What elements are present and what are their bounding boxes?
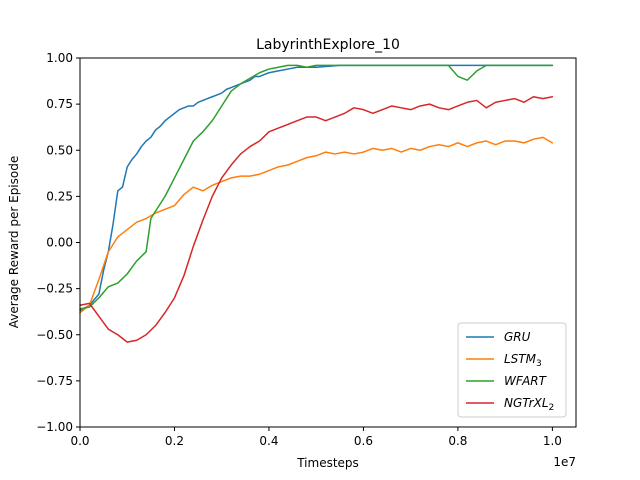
x-tick-label: 0.8 <box>448 434 467 448</box>
x-axis-ticks: 0.0 0.2 0.4 0.6 0.8 1.0 <box>70 427 562 448</box>
legend-label: WFART <box>504 374 548 388</box>
y-tick-label: 0.00 <box>46 236 73 250</box>
x-tick-label: 0.2 <box>165 434 184 448</box>
y-tick-label: −1.00 <box>36 420 73 434</box>
x-tick-label: 0.6 <box>354 434 373 448</box>
legend-label-name: WFART <box>504 374 548 388</box>
x-axis-label: Timesteps <box>296 456 359 470</box>
x-tick-label: 0.4 <box>259 434 278 448</box>
y-tick-label: 0.50 <box>46 143 73 157</box>
x-tick-label: 0.0 <box>70 434 89 448</box>
legend: GRU LSTM3 WFART NGTrXL2 <box>457 322 567 418</box>
series-line-lstm <box>79 136 554 314</box>
legend-label: LSTM3 <box>504 352 542 369</box>
y-tick-label: −0.25 <box>36 282 73 296</box>
series-line-wfart <box>79 64 554 310</box>
legend-label: NGTrXL2 <box>504 396 554 413</box>
series-line-ngtrxl <box>79 96 554 343</box>
y-tick-label: 0.25 <box>46 189 73 203</box>
x-tick-label: 1.0 <box>543 434 562 448</box>
x-axis-multiplier: 1e7 <box>553 455 576 469</box>
y-tick-label: 1.00 <box>46 51 73 65</box>
legend-label-name: NGTrXL <box>504 396 549 410</box>
legend-label-name: LSTM <box>504 352 537 366</box>
legend-label-subscript: 3 <box>536 359 542 369</box>
y-tick-label: 0.75 <box>46 97 73 111</box>
y-tick-label: −0.75 <box>36 374 73 388</box>
y-axis-ticks: −1.00 −0.75 −0.50 −0.25 0.00 0.25 0.50 0.75 1.00 <box>36 51 80 434</box>
chart-title: LabyrinthExplore_10 <box>256 37 400 53</box>
legend-label-subscript: 2 <box>549 403 555 413</box>
legend-box <box>457 322 567 418</box>
legend-label-name: GRU <box>504 330 531 344</box>
y-axis-label: Average Reward per Episode <box>7 156 21 328</box>
y-tick-label: −0.50 <box>36 328 73 342</box>
legend-label: GRU <box>504 330 531 344</box>
plot-lines <box>79 64 554 343</box>
